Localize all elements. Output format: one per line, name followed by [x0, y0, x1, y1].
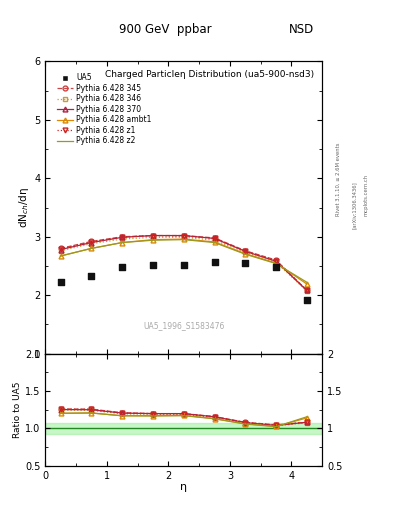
Y-axis label: Ratio to UA5: Ratio to UA5	[13, 381, 22, 438]
Point	[273, 263, 279, 271]
Point	[150, 261, 156, 269]
Point	[57, 278, 64, 286]
Point	[304, 296, 310, 304]
Text: [arXiv:1306.3436]: [arXiv:1306.3436]	[352, 181, 357, 229]
Y-axis label: dN$_{ch}$/dη: dN$_{ch}$/dη	[17, 187, 31, 228]
Text: 900 GeV  ppbar: 900 GeV ppbar	[119, 23, 211, 36]
Point	[180, 261, 187, 269]
X-axis label: η: η	[180, 482, 187, 492]
Point	[119, 263, 125, 271]
Point	[88, 272, 95, 281]
Point	[211, 258, 218, 266]
Text: NSD: NSD	[289, 23, 314, 36]
Text: mcplots.cern.ch: mcplots.cern.ch	[364, 174, 369, 216]
Text: UA5_1996_S1583476: UA5_1996_S1583476	[143, 321, 224, 330]
Text: Charged Particleη Distribution (ua5-900-nsd3): Charged Particleη Distribution (ua5-900-…	[105, 70, 314, 79]
Point	[242, 259, 248, 267]
Bar	[45, 423, 322, 434]
Text: Rivet 3.1.10, ≥ 2.6M events: Rivet 3.1.10, ≥ 2.6M events	[336, 142, 341, 216]
Legend: UA5, Pythia 6.428 345, Pythia 6.428 346, Pythia 6.428 370, Pythia 6.428 ambt1, P: UA5, Pythia 6.428 345, Pythia 6.428 346,…	[53, 70, 155, 148]
